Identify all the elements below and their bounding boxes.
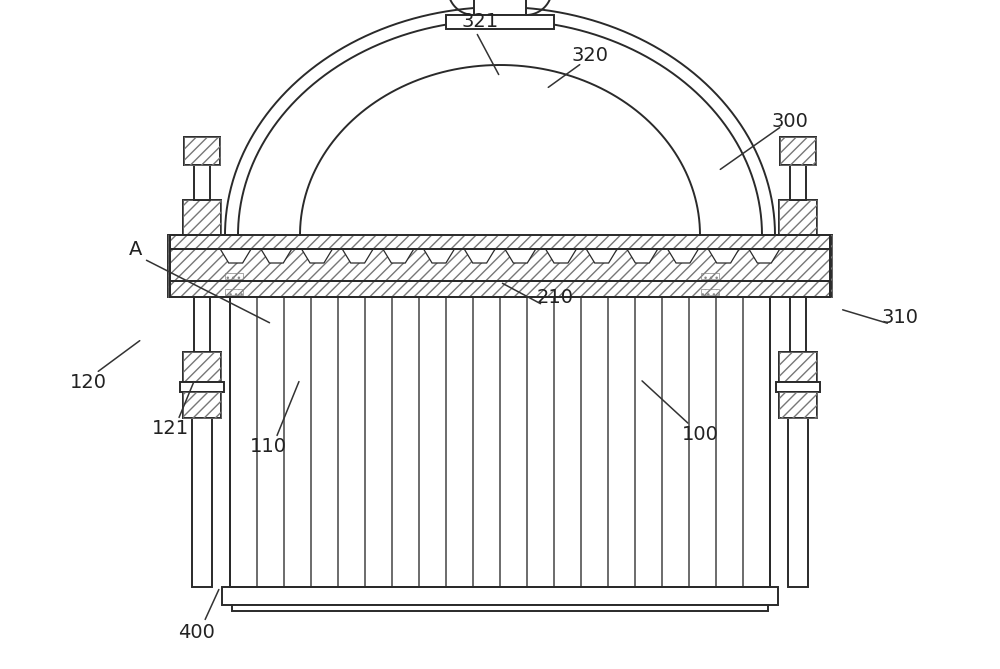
Polygon shape — [383, 249, 414, 263]
Bar — [170, 281, 830, 297]
Bar — [170, 249, 830, 281]
Bar — [170, 281, 830, 297]
Text: 121: 121 — [151, 419, 189, 438]
Bar — [779, 392, 817, 418]
Bar — [774, 235, 832, 297]
Text: 210: 210 — [536, 288, 574, 306]
Text: 110: 110 — [250, 438, 287, 456]
Bar — [774, 235, 832, 297]
Bar — [170, 235, 830, 249]
Polygon shape — [464, 249, 495, 263]
Bar — [446, 15, 554, 29]
Bar — [183, 392, 221, 418]
Bar — [194, 297, 210, 352]
Polygon shape — [668, 249, 698, 263]
Bar — [170, 249, 830, 281]
Polygon shape — [225, 7, 775, 235]
Bar — [170, 249, 830, 281]
Bar — [184, 137, 220, 165]
Bar — [701, 289, 719, 295]
Bar — [779, 392, 817, 418]
Polygon shape — [302, 249, 332, 263]
Text: 310: 310 — [882, 308, 918, 326]
Bar — [170, 235, 830, 249]
Bar — [184, 137, 220, 165]
Text: 120: 120 — [70, 373, 107, 391]
Bar — [192, 408, 212, 587]
Polygon shape — [261, 249, 292, 263]
Bar — [194, 165, 210, 200]
Bar — [222, 587, 778, 605]
Polygon shape — [586, 249, 617, 263]
Bar — [232, 605, 768, 611]
Text: 400: 400 — [178, 622, 214, 642]
Bar — [183, 392, 221, 418]
Bar — [474, 0, 526, 15]
Bar — [225, 289, 243, 295]
Bar — [230, 297, 770, 587]
Polygon shape — [627, 249, 658, 263]
Text: 300: 300 — [772, 112, 808, 130]
Bar — [170, 235, 830, 249]
Polygon shape — [505, 249, 536, 263]
Polygon shape — [749, 249, 780, 263]
Bar — [168, 235, 226, 297]
Bar — [780, 137, 816, 165]
Bar — [779, 352, 817, 382]
Text: A: A — [129, 240, 143, 258]
Bar — [168, 235, 226, 297]
Bar — [790, 297, 806, 352]
Polygon shape — [424, 249, 454, 263]
Bar — [780, 137, 816, 165]
Bar — [230, 297, 770, 587]
Bar — [790, 165, 806, 200]
Bar — [701, 273, 719, 279]
Bar — [779, 352, 817, 382]
Bar — [183, 200, 221, 235]
Bar — [183, 352, 221, 382]
Bar — [170, 281, 830, 297]
Bar — [225, 273, 243, 279]
Bar — [180, 382, 224, 392]
Polygon shape — [342, 249, 373, 263]
Bar — [776, 382, 820, 392]
Bar — [183, 200, 221, 235]
Bar — [183, 352, 221, 382]
Text: 321: 321 — [461, 11, 499, 31]
Bar — [779, 200, 817, 235]
Polygon shape — [220, 249, 251, 263]
Text: 100: 100 — [682, 425, 718, 444]
Bar — [788, 408, 808, 587]
Polygon shape — [546, 249, 576, 263]
Text: 320: 320 — [572, 45, 608, 64]
Bar — [779, 200, 817, 235]
Polygon shape — [708, 249, 739, 263]
